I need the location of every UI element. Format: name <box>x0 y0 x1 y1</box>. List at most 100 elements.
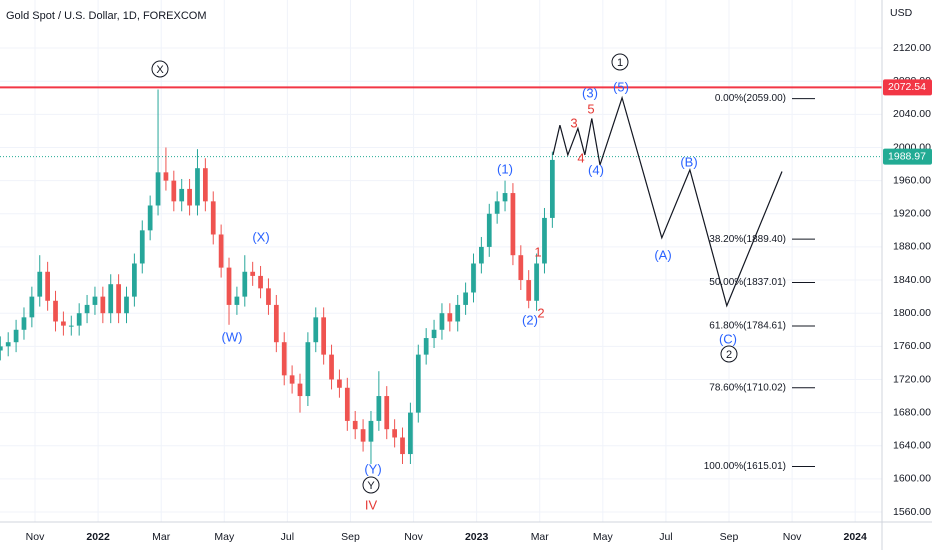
candle-body <box>455 304 461 322</box>
wave-label: 1 <box>617 57 623 69</box>
candle-body <box>21 317 27 330</box>
x-tick-label: Nov <box>783 531 802 543</box>
candle-body <box>471 263 476 293</box>
candle-body <box>171 180 177 202</box>
candle-body <box>463 292 468 305</box>
candle-body <box>139 230 145 264</box>
y-tick-label: 2120.00 <box>893 42 931 54</box>
candle-body <box>384 396 390 430</box>
wave-circle <box>611 53 629 71</box>
candle-body <box>281 342 287 376</box>
candle-body <box>266 288 271 305</box>
candle-body <box>376 396 382 421</box>
wave-label: (5) <box>613 79 629 94</box>
candle-body <box>408 412 413 455</box>
y-tick-label: 1960.00 <box>893 174 931 186</box>
candle-body <box>5 342 11 347</box>
candle-body <box>542 217 547 264</box>
candle-body <box>187 188 192 206</box>
candle-body <box>61 321 66 326</box>
candle-body <box>415 354 421 413</box>
candle-body <box>68 325 74 327</box>
candle-body <box>13 329 19 343</box>
candle-body <box>124 296 129 314</box>
wave-label: (1) <box>497 161 513 176</box>
candle-body <box>549 159 555 218</box>
candle-body <box>518 255 524 281</box>
candle-body <box>163 172 169 181</box>
candle-body <box>84 304 90 314</box>
candle-body <box>502 193 508 202</box>
x-tick-label: Jul <box>281 531 294 543</box>
candle-body <box>313 317 319 343</box>
candle-body <box>289 375 295 384</box>
candle-body <box>297 383 303 397</box>
y-tick-label: 1600.00 <box>893 473 931 485</box>
candle-body <box>202 168 208 202</box>
candle-body <box>534 263 539 301</box>
candle-body <box>53 300 58 322</box>
x-tick-label: Sep <box>720 531 739 543</box>
marks <box>0 89 555 464</box>
candle-body <box>76 313 82 326</box>
candle-body <box>305 342 311 397</box>
candle-body <box>439 313 445 330</box>
price-tag-label: 1988.97 <box>888 150 926 162</box>
fib-label: 78.60%(1710.02) <box>709 382 786 393</box>
y-tick-label: 1840.00 <box>893 274 931 286</box>
x-tick-label: May <box>593 531 614 543</box>
grid <box>0 0 882 522</box>
wave-label: (X) <box>252 229 269 244</box>
wave-label: (B) <box>680 154 697 169</box>
x-tick-label: 2023 <box>465 531 489 543</box>
wave-label: 5 <box>587 101 594 116</box>
candle-body <box>29 296 35 318</box>
wave-label: (4) <box>588 162 604 177</box>
fib-label: 61.80%(1784.61) <box>709 321 786 332</box>
x-tick-label: Nov <box>404 531 423 543</box>
candle-body <box>329 354 334 380</box>
candle-body <box>486 213 492 247</box>
wave-label: Y <box>367 480 375 492</box>
candle-body <box>0 346 3 351</box>
candle-body <box>273 304 279 343</box>
candle-body <box>234 296 240 305</box>
candle-body <box>179 188 185 202</box>
x-tick-label: May <box>214 531 235 543</box>
candle-body <box>210 201 216 235</box>
candle-body <box>155 172 161 206</box>
price-tag <box>883 79 932 96</box>
wave-label: X <box>156 64 164 76</box>
fib-label: 0.00%(2059.00) <box>715 93 786 104</box>
wave-circle <box>362 476 380 494</box>
x-tick-label: 2024 <box>844 531 868 543</box>
price-tag <box>883 148 932 165</box>
candle-body <box>423 338 429 355</box>
wave-label: 1 <box>534 244 541 259</box>
candle-body <box>447 313 453 322</box>
wave-label: (Y) <box>364 461 381 476</box>
y-tick-label: 1720.00 <box>893 373 931 385</box>
fib-label: 38.20%(1889.40) <box>709 234 786 245</box>
wave-circle <box>720 345 738 363</box>
candle-body <box>100 296 106 314</box>
candle-body <box>526 280 532 301</box>
wave-label: 3 <box>570 115 577 130</box>
x-tick-label: Mar <box>531 531 550 543</box>
candle-body <box>431 329 437 339</box>
x-tick-label: Nov <box>26 531 45 543</box>
candle-body <box>337 379 342 388</box>
y-tick-label: 1680.00 <box>893 406 931 418</box>
candle-body <box>494 201 500 214</box>
candle-body <box>344 387 350 421</box>
candle-body <box>195 168 200 206</box>
wave-label: (A) <box>654 247 671 262</box>
candle-body <box>368 420 374 442</box>
candle-body <box>321 317 327 355</box>
candle-body <box>226 267 232 305</box>
x-tick-label: 2022 <box>86 531 110 543</box>
candle-body <box>510 193 516 256</box>
